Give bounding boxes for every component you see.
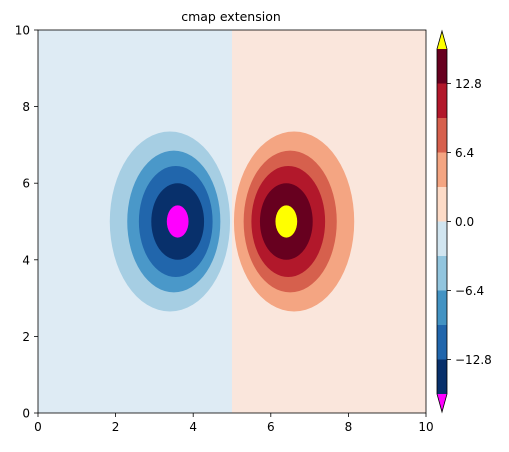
colorbar-band [437,325,447,360]
chart-title: cmap extension [181,9,281,24]
colorbar-band [437,221,447,256]
x-tick-label: 0 [34,420,42,434]
y-tick-label: 10 [15,24,30,38]
contour-band-negative-4 [166,205,189,238]
colorbar-band [437,290,447,325]
colorbar-band [437,49,447,84]
y-tick-label: 4 [22,253,30,267]
y-axis: 0 2 4 6 8 10 [15,24,38,421]
x-tick-label: 2 [112,420,120,434]
plot-frame [37,29,427,414]
colorbar-band [437,187,447,222]
colorbar-tick-label: 12.8 [455,77,482,91]
colorbar-band [437,359,447,394]
colorbar-band [437,83,447,118]
negative-lobe [109,131,231,312]
colorbar-extend-under [437,394,447,412]
colorbar-tick-label: 0.0 [455,215,474,229]
y-tick-label: 2 [22,330,30,344]
y-tick-label: 8 [22,100,30,114]
y-tick-label: 0 [22,407,30,421]
x-tick-label: 4 [189,420,197,434]
positive-lobe [233,131,355,312]
colorbar-band [437,152,447,187]
colorbar-outline [436,29,448,414]
colorbar-tick-label: 6.4 [455,146,474,160]
x-tick-label: 6 [267,420,275,434]
colorbar-extend-over [437,31,447,49]
x-tick-label: 8 [345,420,353,434]
colorbar-band [437,256,447,291]
colorbar-tick-label: −6.4 [455,284,484,298]
x-tick-label: 10 [418,420,433,434]
x-axis: 0 2 4 6 8 10 [34,413,434,434]
contour-band-positive-4 [275,205,298,238]
colorbar-tick-label: −12.8 [455,353,492,367]
colorbar: −12.8 −6.4 0.0 6.4 12.8 [436,29,492,414]
colorbar-band [437,118,447,153]
plot-area [37,29,427,414]
y-tick-label: 6 [22,177,30,191]
